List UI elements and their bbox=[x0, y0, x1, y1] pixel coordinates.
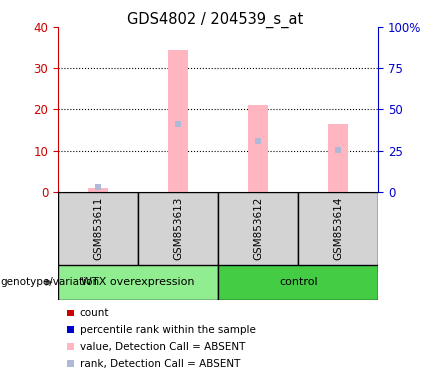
Bar bbox=[248, 105, 268, 192]
Bar bbox=[218, 192, 298, 265]
Bar bbox=[58, 265, 218, 300]
Bar bbox=[88, 188, 108, 192]
Text: count: count bbox=[80, 308, 109, 318]
Bar bbox=[168, 50, 188, 192]
Text: GSM853613: GSM853613 bbox=[173, 197, 183, 260]
Text: GSM853611: GSM853611 bbox=[93, 197, 103, 260]
Text: value, Detection Call = ABSENT: value, Detection Call = ABSENT bbox=[80, 342, 245, 352]
Text: GSM853612: GSM853612 bbox=[253, 197, 263, 260]
Bar bbox=[298, 192, 378, 265]
Text: WTX overexpression: WTX overexpression bbox=[81, 277, 195, 287]
Text: percentile rank within the sample: percentile rank within the sample bbox=[80, 325, 255, 335]
Bar bbox=[138, 192, 218, 265]
Bar bbox=[218, 265, 378, 300]
Text: control: control bbox=[279, 277, 318, 287]
Text: GSM853614: GSM853614 bbox=[333, 197, 344, 260]
Text: genotype/variation: genotype/variation bbox=[0, 277, 99, 287]
Text: GDS4802 / 204539_s_at: GDS4802 / 204539_s_at bbox=[127, 12, 303, 28]
Bar bbox=[329, 124, 348, 192]
Bar bbox=[58, 192, 138, 265]
Text: rank, Detection Call = ABSENT: rank, Detection Call = ABSENT bbox=[80, 359, 240, 369]
